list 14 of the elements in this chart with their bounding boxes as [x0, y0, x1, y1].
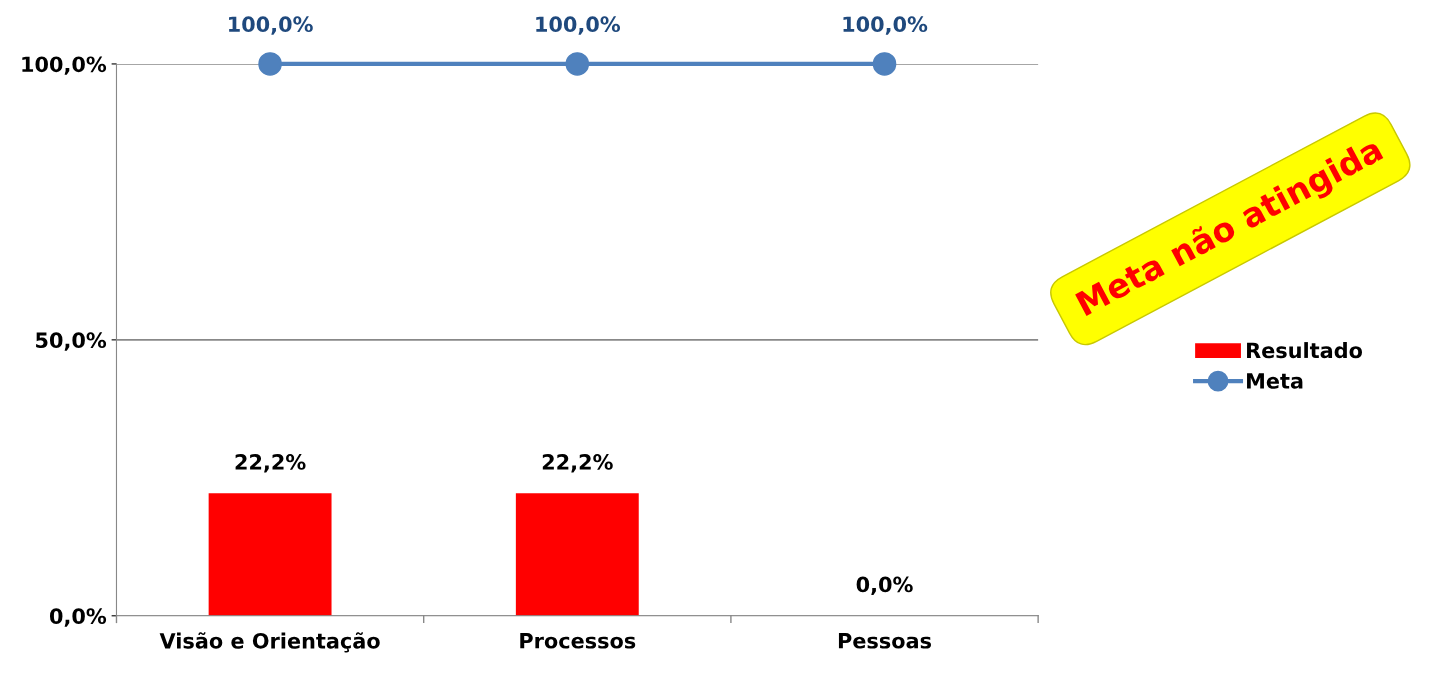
legend-label: Resultado — [1247, 342, 1363, 359]
x-tick-label: Processos — [520, 633, 636, 649]
y-tick-label: 100,0% — [22, 56, 107, 75]
y-tick-label: 0,0% — [49, 608, 107, 627]
data-label: 100,0% — [229, 16, 313, 35]
data-label: 0,0% — [856, 576, 913, 595]
y-tick-label: 50,0% — [36, 332, 107, 351]
data-label: 22,2% — [542, 454, 613, 473]
x-tick-label: Pessoas — [838, 633, 932, 649]
x-tick-label: Visão e Orientação — [159, 632, 380, 653]
data-label: 100,0% — [843, 16, 928, 35]
data-label: 100,0% — [536, 16, 621, 35]
legend-label: Meta — [1247, 373, 1303, 389]
data-label: 22,2% — [235, 454, 306, 473]
